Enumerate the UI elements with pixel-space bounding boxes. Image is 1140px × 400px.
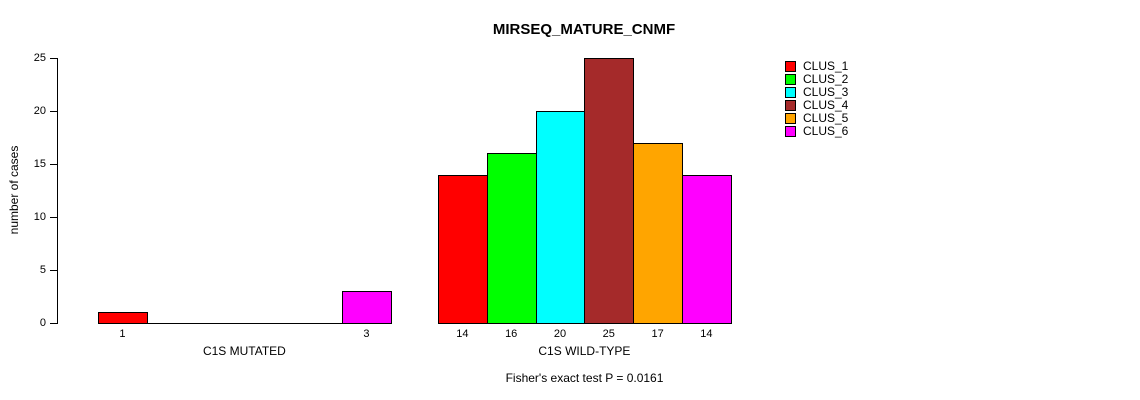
bar-value-label: 3 (363, 328, 370, 340)
bar (342, 291, 392, 324)
legend-item: CLUS_4 (785, 99, 848, 112)
y-axis-line (57, 58, 58, 324)
group-label: C1S MUTATED (202, 344, 286, 358)
bar (486, 153, 537, 324)
legend-swatch (785, 113, 796, 124)
legend-label: CLUS_2 (803, 72, 849, 86)
y-tick (50, 164, 57, 165)
legend-item: CLUS_5 (785, 112, 848, 125)
y-tick (50, 270, 57, 271)
legend-item: CLUS_1 (785, 60, 848, 73)
y-axis-label: number of cases (7, 145, 21, 235)
bar-value-label: 1 (119, 328, 126, 340)
legend-swatch (785, 87, 796, 98)
legend-swatch (785, 61, 796, 72)
y-tick-label: 0 (39, 317, 46, 329)
y-tick (50, 111, 57, 112)
legend-label: CLUS_5 (803, 111, 849, 125)
bar (535, 111, 586, 324)
y-tick-label: 5 (39, 264, 46, 276)
y-tick (50, 58, 57, 59)
bar-value-label: 17 (651, 328, 664, 340)
chart-title: MIRSEQ_MATURE_CNMF (492, 21, 676, 38)
legend-item: CLUS_3 (785, 86, 848, 99)
bar (98, 312, 148, 324)
legend-swatch (785, 100, 796, 111)
bar (438, 174, 488, 324)
legend-label: CLUS_3 (803, 85, 849, 99)
y-tick (50, 217, 57, 218)
bar-value-label: 25 (602, 328, 615, 340)
legend-swatch (785, 74, 796, 85)
bar-value-label: 14 (456, 328, 469, 340)
bar-value-label: 14 (700, 328, 713, 340)
y-tick-label: 15 (33, 158, 46, 170)
group-baseline (98, 323, 391, 324)
legend-item: CLUS_2 (785, 73, 848, 86)
legend-swatch (785, 126, 796, 137)
fisher-test-caption: Fisher's exact test P = 0.0161 (505, 371, 664, 385)
bar-value-label: 16 (505, 328, 518, 340)
bar (682, 174, 732, 324)
y-tick-label: 20 (33, 105, 46, 117)
legend-label: CLUS_4 (803, 98, 849, 112)
legend-label: CLUS_6 (803, 124, 849, 138)
bar (633, 142, 683, 324)
legend-label: CLUS_1 (803, 59, 849, 73)
bar-value-label: 20 (553, 328, 567, 340)
group-label: C1S WILD-TYPE (538, 344, 631, 358)
y-tick (50, 323, 57, 324)
y-tick-label: 10 (33, 211, 46, 223)
legend-item: CLUS_6 (785, 125, 848, 138)
bar (584, 58, 635, 324)
y-tick-label: 25 (33, 52, 46, 64)
